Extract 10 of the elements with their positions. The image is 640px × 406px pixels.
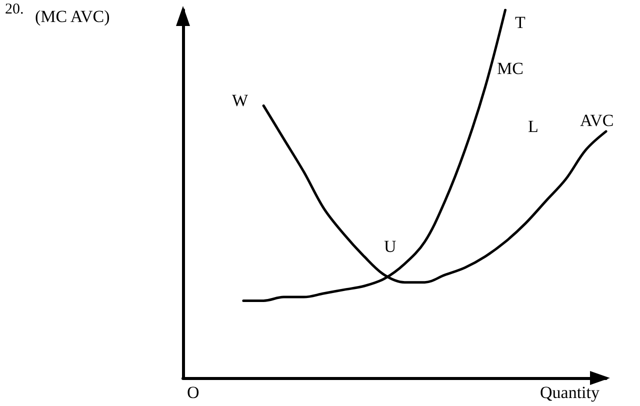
annotation: U: [384, 237, 396, 256]
y-axis-title: (MC AVC): [35, 7, 110, 26]
annotation: L: [528, 117, 538, 136]
series-label: AVC: [580, 111, 614, 130]
annotation: T: [515, 13, 526, 32]
series-label: MC: [497, 59, 524, 78]
text: O: [187, 383, 200, 402]
text: 20.: [5, 2, 24, 18]
x-axis-title: Quantity: [540, 383, 600, 402]
annotation: W: [232, 91, 249, 110]
